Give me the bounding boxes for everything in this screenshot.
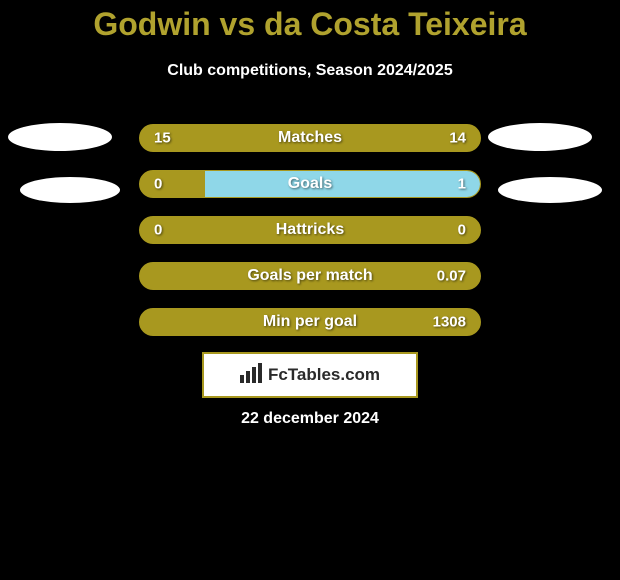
stat-label: Goals per match	[140, 267, 480, 285]
stat-label: Goals	[140, 175, 480, 193]
stat-row: Matches15 14	[139, 124, 481, 152]
stat-row: Goals per match0.07	[139, 262, 481, 290]
stat-value-left: 0	[154, 176, 162, 193]
logo-text: FcTables.com	[268, 365, 380, 385]
stat-label: Hattricks	[140, 221, 480, 239]
stat-value-left: 15	[154, 130, 171, 147]
stat-value-right: 0	[458, 222, 466, 239]
date-text: 22 december 2024	[0, 410, 620, 428]
fctables-logo: FcTables.com	[202, 352, 418, 398]
player-right-placeholder	[488, 123, 592, 151]
page-subtitle: Club competitions, Season 2024/2025	[0, 62, 620, 80]
stat-value-left: 0	[154, 222, 162, 239]
stat-label: Min per goal	[140, 313, 480, 331]
stat-label: Matches	[140, 129, 480, 147]
stat-row: Hattricks0 0	[139, 216, 481, 244]
stat-value-right: 1	[458, 176, 466, 193]
stat-row: Min per goal1308	[139, 308, 481, 336]
canvas: Godwin vs da Costa Teixeira Club competi…	[0, 0, 620, 580]
player-left-placeholder-2	[20, 177, 120, 203]
page-title: Godwin vs da Costa Teixeira	[0, 6, 620, 43]
player-right-placeholder-2	[498, 177, 602, 203]
stat-value-right: 1308	[433, 314, 466, 331]
bars-chart-icon	[240, 363, 262, 388]
stat-value-right: 0.07	[437, 268, 466, 285]
stat-value-right: 14	[449, 130, 466, 147]
player-left-placeholder	[8, 123, 112, 151]
stat-row: Goals0 1	[139, 170, 481, 198]
stats-bars: Matches1514Goals01Hattricks00Goals per m…	[139, 124, 481, 354]
